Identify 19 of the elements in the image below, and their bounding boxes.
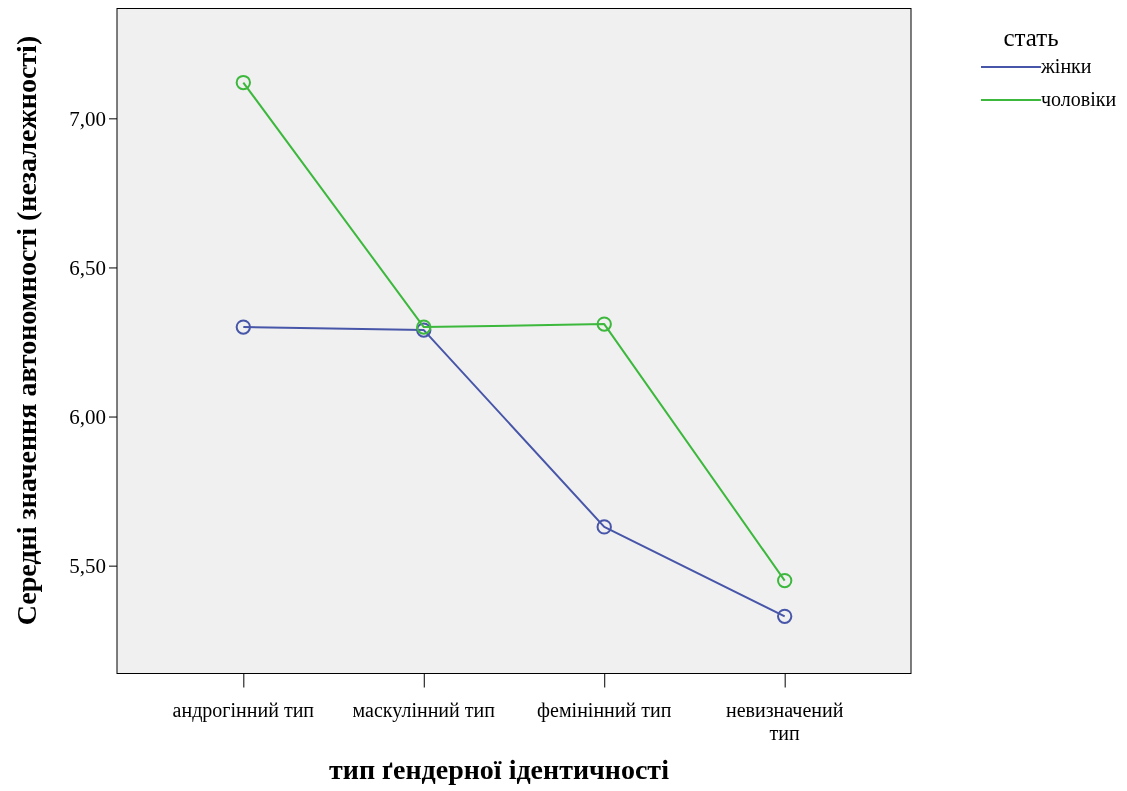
y-tick-label: 6,50 bbox=[69, 255, 106, 280]
legend-label: чоловіки bbox=[1041, 88, 1117, 110]
x-tick-label: невизначений тип bbox=[725, 699, 844, 744]
point bbox=[596, 519, 612, 535]
x-tick-label: андрогінний тип bbox=[172, 699, 315, 722]
y-tick-label: 7,00 bbox=[69, 106, 106, 131]
y-tick-label: 6,00 bbox=[69, 404, 106, 429]
y-tick-label: 5,50 bbox=[69, 553, 106, 578]
x-tick-label: фемінінний тип bbox=[537, 699, 672, 722]
legend-title: стать bbox=[1003, 24, 1059, 51]
point bbox=[235, 319, 251, 335]
point bbox=[777, 608, 793, 624]
point bbox=[596, 316, 612, 332]
x-axis-title: тип ґендерної ідентичності bbox=[329, 754, 670, 785]
legend-label: жінки bbox=[1040, 55, 1092, 77]
x-tick-label: маскулінний тип bbox=[352, 699, 496, 722]
point bbox=[235, 74, 251, 91]
point bbox=[777, 572, 793, 589]
y-axis-title: Середні значення автономності (незалежності) bbox=[11, 35, 42, 626]
